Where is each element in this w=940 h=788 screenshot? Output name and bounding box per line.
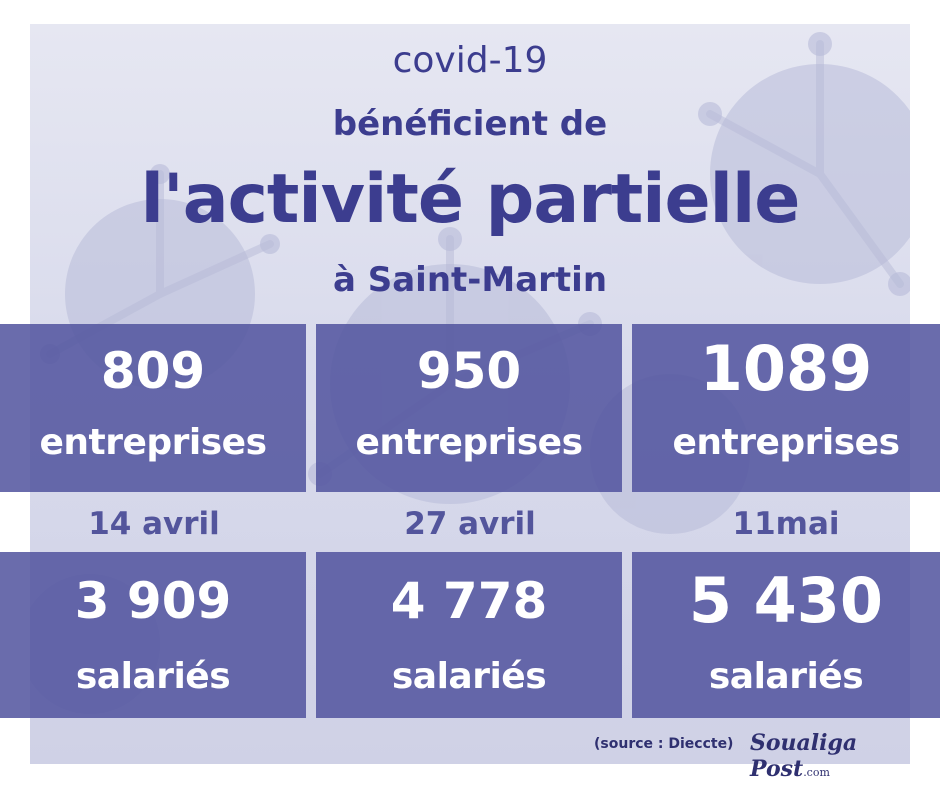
logo-domain: .com (803, 766, 830, 779)
employees-unit: salariés (708, 656, 864, 697)
subtitle-location: à Saint-Martin (332, 260, 608, 300)
employees-card-2: 4 778 salariés (316, 552, 622, 718)
subtitle-benefit: bénéficient de (332, 104, 608, 144)
source-note: (source : Dieccte) (594, 736, 734, 752)
page-title: l'activité partielle (140, 160, 801, 239)
employees-count: 5 430 (688, 564, 884, 637)
date-label-2: 27 avril (404, 506, 536, 542)
companies-unit: entreprises (672, 422, 900, 463)
companies-card-2: 950 entreprises (316, 324, 622, 492)
brand-logo: Soualiga Post.com (750, 730, 940, 782)
employees-unit: salariés (75, 656, 231, 697)
logo-name: Soualiga Post (750, 730, 858, 782)
employees-unit: salariés (391, 656, 547, 697)
employees-count: 3 909 (74, 572, 232, 630)
companies-card-1: 809 entreprises (0, 324, 306, 492)
employees-card-3: 5 430 salariés (632, 552, 940, 718)
employees-card-1: 3 909 salariés (0, 552, 306, 718)
companies-card-3: 1089 entreprises (632, 324, 940, 492)
subtitle-covid: covid-19 (392, 40, 548, 81)
employees-count: 4 778 (390, 572, 548, 630)
date-label-1: 14 avril (88, 506, 220, 542)
companies-count: 1089 (699, 332, 873, 405)
companies-unit: entreprises (39, 422, 267, 463)
companies-unit: entreprises (355, 422, 583, 463)
companies-count: 809 (100, 342, 206, 400)
companies-count: 950 (416, 342, 522, 400)
date-label-3: 11mai (732, 506, 840, 542)
